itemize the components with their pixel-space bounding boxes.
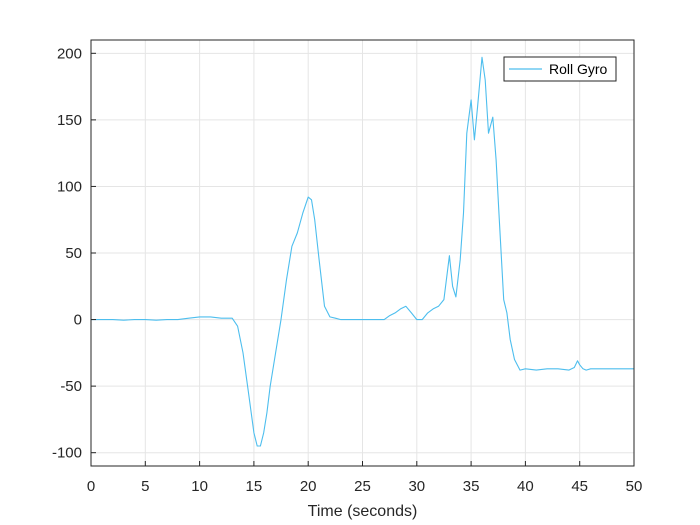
x-tick-label: 40 <box>517 478 534 495</box>
y-axis: -100 -50 0 50 100 150 200 <box>52 45 96 462</box>
legend-label-roll-gyro: Roll Gyro <box>549 61 608 77</box>
x-tick-label: 30 <box>408 478 425 495</box>
x-tick-label: 35 <box>463 478 480 495</box>
x-axis-title: Time (seconds) <box>308 503 418 520</box>
legend: Roll Gyro <box>503 56 617 82</box>
series-layer <box>91 56 634 447</box>
y-tick-label: 50 <box>65 245 82 262</box>
x-tick-label: 5 <box>141 478 149 495</box>
x-tick-label: 45 <box>571 478 588 495</box>
x-tick-label: 20 <box>300 478 317 495</box>
y-tick-label: 0 <box>74 312 82 329</box>
grid <box>90 40 635 466</box>
y-tick-label: 200 <box>57 45 82 62</box>
y-tick-label: -50 <box>60 378 82 395</box>
x-tick-label: 50 <box>626 478 643 495</box>
x-tick-label: 0 <box>87 478 95 495</box>
x-axis: 0 5 10 15 20 25 30 35 40 45 50 <box>87 461 643 495</box>
x-tick-label: 10 <box>191 478 208 495</box>
y-tick-label: 150 <box>57 112 82 129</box>
y-tick-label: 100 <box>57 178 82 195</box>
series-line-roll-gyro <box>91 56 634 447</box>
x-tick-label: 15 <box>246 478 263 495</box>
y-tick-label: -100 <box>52 445 82 462</box>
x-tick-label: 25 <box>354 478 371 495</box>
